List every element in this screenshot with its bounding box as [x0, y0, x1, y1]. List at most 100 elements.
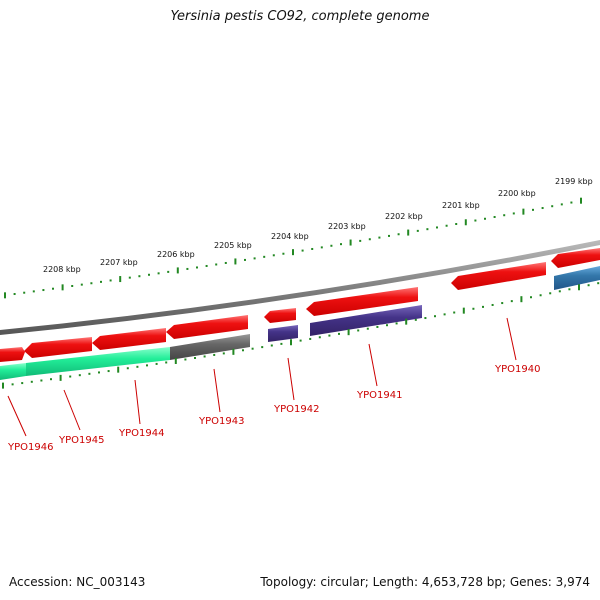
scale-dot — [597, 282, 600, 285]
scale-dot — [386, 324, 388, 327]
scale-label-2203: 2203 kbp — [328, 222, 366, 231]
scale-dot — [397, 233, 400, 236]
scale-dot — [318, 336, 321, 339]
leader-ypo1943 — [213, 368, 221, 413]
gene-label-ypo1945: YPO1945 — [58, 435, 104, 446]
scale-label-2204: 2204 kbp — [271, 232, 309, 241]
scale-label-2199: 2199 kbp — [555, 177, 593, 186]
scale-dot — [263, 255, 266, 258]
scale-dot — [126, 367, 129, 370]
scale-dot — [32, 290, 35, 293]
scale-dot — [510, 300, 513, 303]
scale-dot — [128, 276, 131, 279]
scale-dot — [165, 361, 168, 364]
scale-dot — [205, 264, 208, 267]
gene-label-ypo1944: YPO1944 — [118, 428, 164, 439]
scale-major-tick — [520, 296, 523, 303]
gene-ypo1942-upper — [264, 308, 296, 323]
scale-dot — [455, 223, 458, 226]
gene-ypo1941-upper — [306, 287, 418, 316]
scale-dot — [501, 302, 504, 305]
scale-dot — [388, 234, 390, 237]
scale-dot — [378, 236, 381, 239]
scale-dot — [338, 332, 340, 335]
scale-dot — [224, 261, 227, 264]
scale-dot — [148, 273, 150, 276]
scale-dot — [222, 352, 225, 355]
scale-dot — [587, 284, 590, 287]
scale-dot — [357, 329, 360, 332]
scale-major-tick — [117, 366, 120, 373]
scale-dot — [138, 275, 141, 278]
leader-ypo1944 — [134, 379, 141, 425]
scale-dot — [213, 353, 216, 356]
scale-dot — [98, 371, 100, 374]
scale-dot — [539, 294, 542, 297]
scale-major-tick — [59, 374, 62, 381]
scale-major-tick — [349, 239, 352, 246]
scale-dot — [146, 364, 148, 367]
scale-label-2202: 2202 kbp — [385, 212, 423, 221]
map-title: Yersinia pestis CO92, complete genome — [170, 9, 430, 24]
scale-label-2206: 2206 kbp — [157, 250, 195, 259]
scale-dot — [328, 334, 331, 337]
leader-ypo1940 — [506, 317, 517, 361]
scale-dot — [100, 280, 102, 283]
gene-label-ypo1943: YPO1943 — [198, 416, 244, 427]
gene-ypo1939-lower — [554, 266, 600, 290]
scale-dot — [558, 290, 561, 293]
scale-dot — [272, 254, 275, 257]
scale-dot — [40, 379, 43, 382]
scale-major-tick — [462, 307, 465, 314]
scale-dot — [215, 263, 218, 266]
scale-dot — [376, 325, 379, 328]
scale-dot — [155, 362, 158, 365]
scale-dot — [445, 224, 448, 227]
scale-dot — [330, 244, 333, 247]
scale-dot — [203, 355, 206, 358]
genome-backbone — [0, 240, 600, 335]
scale-major-tick — [407, 229, 410, 236]
scale-major-tick — [119, 276, 122, 283]
scale-dot — [80, 283, 83, 286]
scale-major-tick — [290, 339, 292, 346]
gene-ypo1940-upper — [451, 262, 546, 290]
scale-major-tick — [292, 249, 294, 256]
scale-dot — [50, 378, 52, 381]
scale-label-2200: 2200 kbp — [498, 189, 536, 198]
scale-major-tick — [174, 357, 177, 364]
gene-ypo1945-upper — [24, 337, 92, 358]
accession-text: Accession: NC_003143 — [9, 575, 146, 589]
gene-ypo1945-lower — [26, 347, 170, 376]
scale-dot — [493, 215, 496, 218]
scale-major-tick — [61, 284, 64, 291]
scale-dot — [443, 313, 446, 316]
scale-dot — [512, 212, 515, 215]
scale-dot — [530, 296, 532, 299]
scale-dot — [368, 238, 371, 241]
scale-dot — [472, 307, 475, 310]
scale-dot — [282, 252, 285, 255]
scale-dot — [71, 284, 74, 287]
gene-ypo1941-lower — [310, 305, 422, 336]
leader-ypo1945 — [63, 389, 81, 431]
scale-dot — [88, 372, 91, 375]
gene-label-ypo1940: YPO1940 — [494, 364, 540, 375]
scale-dot — [311, 247, 314, 250]
scale-dot — [30, 380, 33, 383]
gene-ypo1946-upper — [0, 347, 25, 362]
gene-ypo1939-upper — [551, 248, 600, 268]
scale-dot — [424, 317, 427, 320]
scale-dot — [280, 342, 283, 345]
scale-dot — [244, 258, 246, 261]
scale-dot — [167, 270, 170, 273]
scale-major-tick — [176, 267, 179, 274]
scale-dot — [414, 318, 417, 321]
gene-ypo1942-lower — [268, 325, 298, 342]
gene-ypo1946-lower — [0, 363, 26, 380]
gene-ypo1943-upper — [166, 315, 248, 339]
scale-dot — [261, 346, 264, 349]
scale-dot — [52, 287, 54, 290]
scale-dot — [42, 289, 45, 292]
scale-major-tick — [580, 197, 582, 204]
